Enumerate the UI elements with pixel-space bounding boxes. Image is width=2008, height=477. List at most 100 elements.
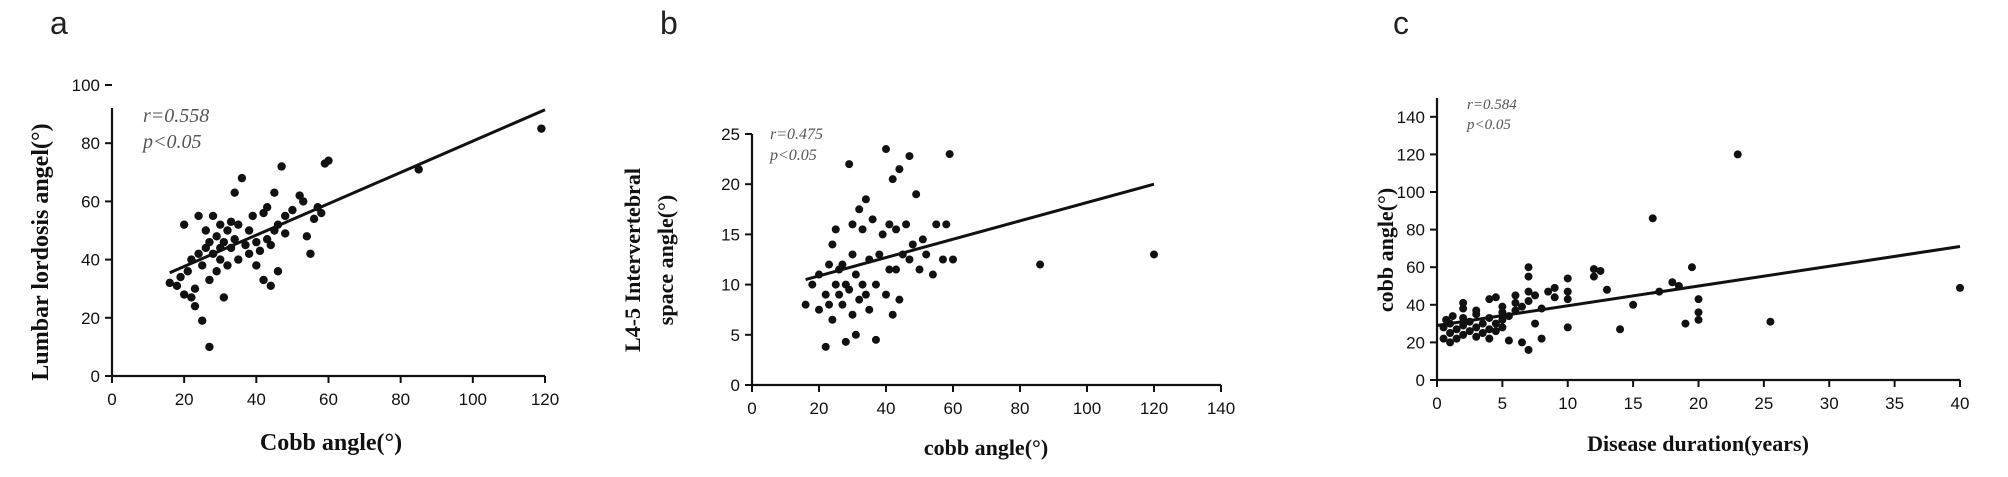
panel-c-y-label: cobb angle(°) (1373, 188, 1398, 312)
panel-c-p-value: p<0.05 (1466, 117, 1511, 133)
data-point (908, 240, 917, 249)
data-point (1478, 329, 1487, 337)
data-point (317, 208, 326, 218)
data-point (241, 240, 250, 250)
y-tick-label: 5 (731, 326, 740, 345)
panel-c-x-label: Disease duration(years) (1587, 431, 1809, 456)
data-point (1517, 338, 1526, 347)
data-point (1563, 287, 1572, 296)
data-point (915, 265, 924, 274)
panel-b-letter: b (660, 5, 678, 41)
data-point (851, 330, 860, 339)
data-point (878, 230, 887, 239)
panel-b-y-label-line2: space angle(°) (653, 195, 678, 325)
y-tick-label: 20 (721, 175, 740, 194)
data-point (270, 188, 279, 197)
panel-b-r-value: r=0.475 (770, 126, 823, 143)
data-point (176, 272, 185, 282)
data-point (1498, 302, 1507, 311)
panel-c: c 0 5 10 15 20 25 30 35 40 0 20 40 60 80 100 120 140 r=0… (1373, 5, 1969, 456)
data-point (831, 280, 840, 289)
data-point (306, 249, 315, 258)
data-point (949, 255, 957, 264)
data-point (1452, 325, 1461, 334)
data-point (216, 220, 225, 229)
panel-b-ticks: 0 20 40 60 80 100 120 140 0 5 10 15 20 25 (721, 125, 1235, 418)
x-tick-label: 100 (1073, 399, 1101, 418)
data-point (1524, 345, 1533, 354)
data-point (1733, 150, 1742, 159)
data-point (1465, 327, 1474, 336)
data-point (861, 290, 870, 299)
x-tick-label: 60 (319, 390, 338, 409)
data-point (851, 270, 860, 279)
data-point (825, 260, 834, 269)
data-point (1563, 323, 1572, 332)
data-point (871, 280, 880, 289)
y-tick-label: 10 (721, 276, 740, 295)
data-point (198, 316, 207, 325)
data-point (273, 267, 283, 276)
y-tick-label: 20 (1406, 333, 1425, 352)
data-point (248, 211, 257, 221)
y-tick-label: 15 (721, 225, 740, 244)
data-point (219, 293, 229, 302)
data-point (858, 225, 867, 234)
data-point (1563, 274, 1572, 283)
data-point (871, 335, 880, 344)
data-point (888, 310, 897, 319)
data-point (1537, 334, 1546, 343)
data-point (1563, 295, 1572, 304)
y-tick-label: 140 (1397, 108, 1425, 127)
data-point (828, 315, 837, 324)
data-point (194, 211, 203, 221)
data-point (208, 211, 218, 221)
y-tick-label: 0 (731, 376, 740, 395)
data-point (1550, 293, 1559, 302)
data-point (309, 214, 319, 224)
data-point (882, 290, 890, 299)
data-point (1629, 300, 1638, 309)
data-point (1524, 272, 1533, 281)
data-point (1036, 260, 1045, 269)
data-point (1517, 302, 1526, 311)
x-tick-label: 40 (1951, 394, 1970, 413)
y-tick-label: 25 (721, 125, 740, 144)
data-point (1648, 214, 1657, 223)
panel-b-x-label: cobb angle(°) (924, 435, 1048, 460)
data-point (831, 225, 840, 234)
data-point (928, 270, 937, 279)
data-point (205, 342, 214, 352)
x-tick-label: 35 (1885, 394, 1904, 413)
panel-a-fit-line (169, 108, 546, 275)
x-tick-label: 100 (459, 390, 487, 409)
data-point (892, 225, 901, 234)
data-point (821, 290, 830, 299)
data-point (230, 188, 239, 197)
panel-c-points (1439, 150, 1964, 354)
data-point (855, 295, 864, 304)
data-point (252, 237, 261, 247)
data-point (277, 162, 286, 171)
data-point (912, 190, 921, 199)
data-point (266, 240, 275, 250)
data-point (1498, 315, 1507, 324)
data-point (1589, 265, 1598, 274)
data-point (1550, 283, 1559, 292)
data-point (848, 310, 857, 319)
x-tick-label: 5 (1498, 394, 1507, 413)
data-point (234, 255, 243, 264)
x-tick-label: 15 (1624, 394, 1643, 413)
data-point (895, 295, 904, 304)
data-point (838, 260, 847, 269)
data-point (212, 267, 221, 276)
data-point (302, 232, 312, 241)
x-tick-label: 40 (877, 399, 896, 418)
data-point (194, 249, 203, 258)
panel-a-y-label: Lumbar lordosis angel(°) (28, 123, 54, 380)
data-point (1459, 304, 1468, 313)
panel-a-points (165, 124, 546, 352)
y-tick-label: 100 (72, 76, 100, 95)
panel-c-letter: c (1393, 5, 1409, 41)
data-point (1452, 334, 1461, 343)
